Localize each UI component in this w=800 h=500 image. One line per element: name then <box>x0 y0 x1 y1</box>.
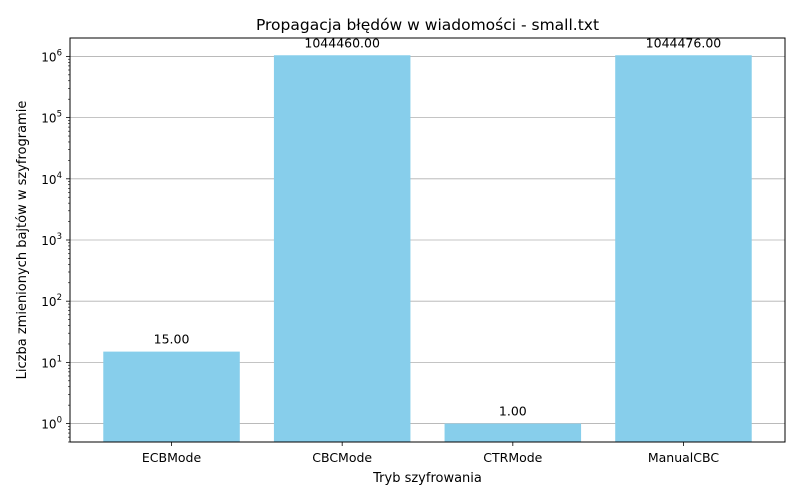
y-tick-label: 105 <box>41 110 62 126</box>
y-tick-exponent: 0 <box>57 416 62 426</box>
x-tick-label: CBCMode <box>312 450 372 465</box>
y-tick-label: 101 <box>41 354 62 370</box>
x-tick-label: ECBMode <box>142 450 202 465</box>
data-label: 15.00 <box>154 332 190 347</box>
x-tick-label: CTRMode <box>483 450 542 465</box>
y-tick-label: 106 <box>41 48 62 64</box>
y-axis-label: Liczba zmienionych bajtów w szyfrogramie <box>15 101 30 380</box>
y-tick-label: 102 <box>41 293 62 309</box>
x-axis-label: Tryb szyfrowania <box>372 471 482 486</box>
data-labels: 15.00 1044460.00 1.00 1044476.00 <box>154 35 722 418</box>
chart-title: Propagacja błędów w wiadomości - small.t… <box>256 16 599 34</box>
y-tick-label: 104 <box>41 171 62 187</box>
y-tick-label: 103 <box>41 232 62 248</box>
x-tick-label: ManualCBC <box>648 450 720 465</box>
bars <box>103 55 752 443</box>
y-tick-exponent: 2 <box>57 293 62 303</box>
data-label: 1044460.00 <box>304 35 380 50</box>
bar-cbcmode <box>273 55 411 442</box>
bar-manualcbc <box>615 55 752 443</box>
y-tick-exponent: 6 <box>57 48 62 58</box>
plot-area-frame <box>69 37 786 443</box>
data-label: 1044476.00 <box>646 35 722 50</box>
data-label: 1.00 <box>499 404 527 419</box>
y-tick-label: 100 <box>41 416 62 432</box>
y-tick-exponent: 3 <box>57 232 62 242</box>
y-tick-exponent: 1 <box>57 354 62 364</box>
bar-ecbmode <box>103 351 240 442</box>
y-tick-exponent: 5 <box>57 110 62 120</box>
bar-ctrmode <box>444 423 582 442</box>
y-tick-exponent: 4 <box>57 171 62 181</box>
